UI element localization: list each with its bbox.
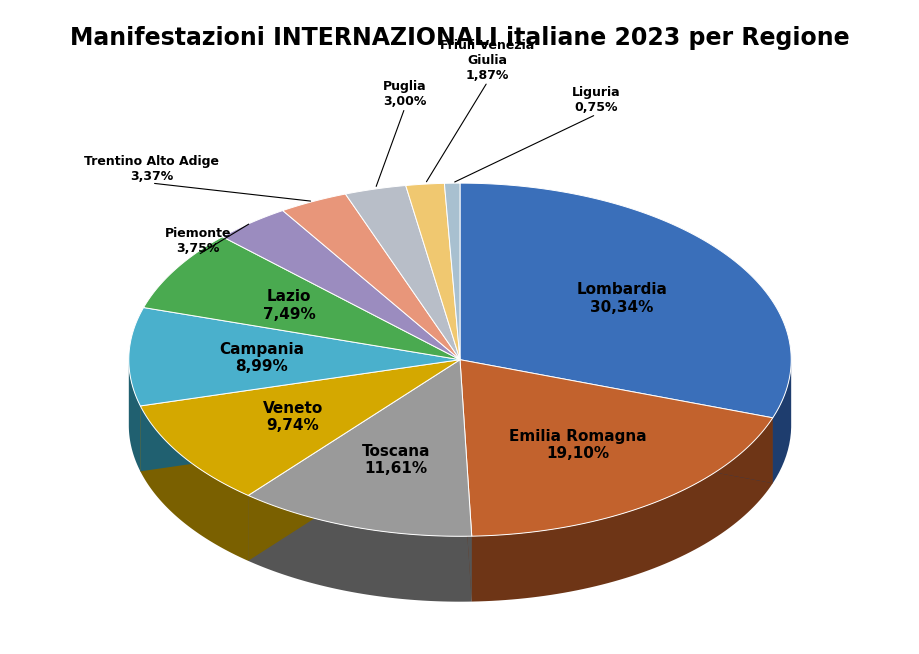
Polygon shape [772,362,790,483]
Polygon shape [248,360,471,536]
Polygon shape [444,183,460,360]
Polygon shape [143,237,460,360]
Text: Trentino Alto Adige
3,37%: Trentino Alto Adige 3,37% [85,155,219,183]
Polygon shape [141,406,248,561]
Polygon shape [248,360,460,561]
Text: Campania
8,99%: Campania 8,99% [219,341,303,374]
Text: Toscana
11,61%: Toscana 11,61% [361,444,429,476]
Polygon shape [460,360,471,602]
Polygon shape [460,360,772,483]
Text: Manifestazioni INTERNAZIONALI italiane 2023 per Regione: Manifestazioni INTERNAZIONALI italiane 2… [70,26,849,50]
Polygon shape [405,183,460,360]
Text: Piemonte
3,75%: Piemonte 3,75% [165,227,231,255]
Polygon shape [282,194,460,360]
Text: Lombardia
30,34%: Lombardia 30,34% [576,282,666,315]
Polygon shape [346,186,460,360]
Polygon shape [129,361,141,472]
Polygon shape [460,360,772,483]
Polygon shape [141,360,460,472]
Polygon shape [248,360,460,561]
Polygon shape [248,496,471,602]
Polygon shape [471,418,772,602]
Polygon shape [141,360,460,496]
Text: Puglia
3,00%: Puglia 3,00% [382,80,426,108]
Polygon shape [129,307,460,406]
Polygon shape [222,211,460,360]
Polygon shape [141,360,460,472]
Polygon shape [460,360,772,536]
Text: Liguria
0,75%: Liguria 0,75% [572,86,619,114]
Polygon shape [460,183,790,418]
Text: Lazio
7,49%: Lazio 7,49% [263,290,315,322]
Text: Friuli Venezia
Giulia
1,87%: Friuli Venezia Giulia 1,87% [440,39,534,82]
Polygon shape [460,360,471,602]
Text: Veneto
9,74%: Veneto 9,74% [263,401,323,433]
Text: Emilia Romagna
19,10%: Emilia Romagna 19,10% [508,429,646,461]
